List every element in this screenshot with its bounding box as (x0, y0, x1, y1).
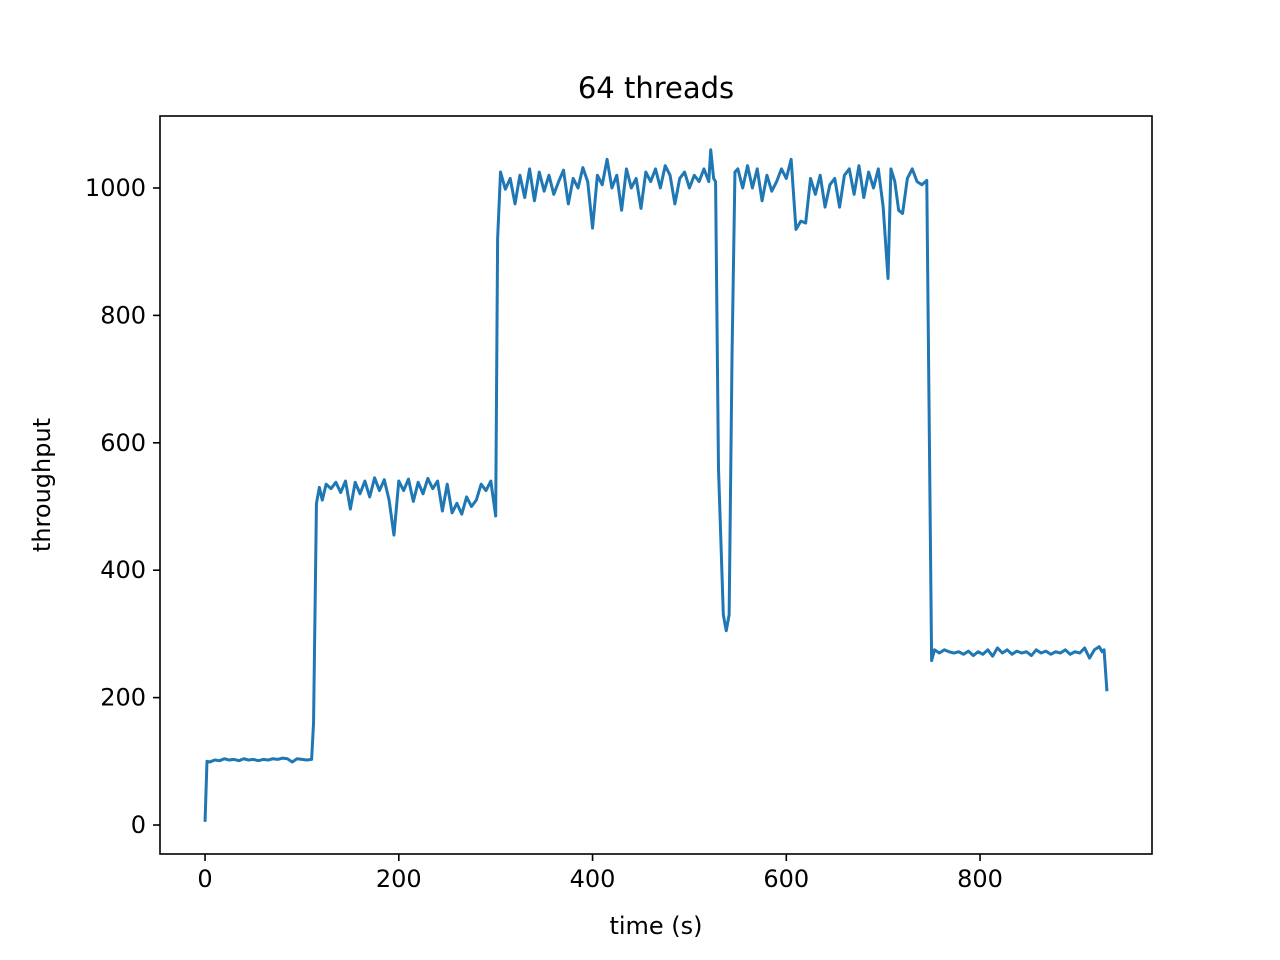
y-tick-label: 1000 (85, 174, 146, 202)
y-tick-label: 800 (100, 301, 146, 329)
y-tick-label: 600 (100, 429, 146, 457)
y-axis-label: throughput (28, 418, 56, 552)
plot-frame (159, 115, 1153, 855)
y-tick-label: 0 (131, 811, 146, 839)
x-tick-label: 200 (376, 865, 422, 893)
x-axis-label: time (s) (609, 912, 702, 940)
y-tick-label: 400 (100, 556, 146, 584)
x-tick-label: 600 (763, 865, 809, 893)
x-tick-label: 400 (570, 865, 616, 893)
data-line (203, 148, 1109, 822)
y-tick-label: 200 (100, 684, 146, 712)
x-tick-label: 0 (197, 865, 212, 893)
chart-title: 64 threads (578, 71, 734, 105)
x-tick-label: 800 (957, 865, 1003, 893)
